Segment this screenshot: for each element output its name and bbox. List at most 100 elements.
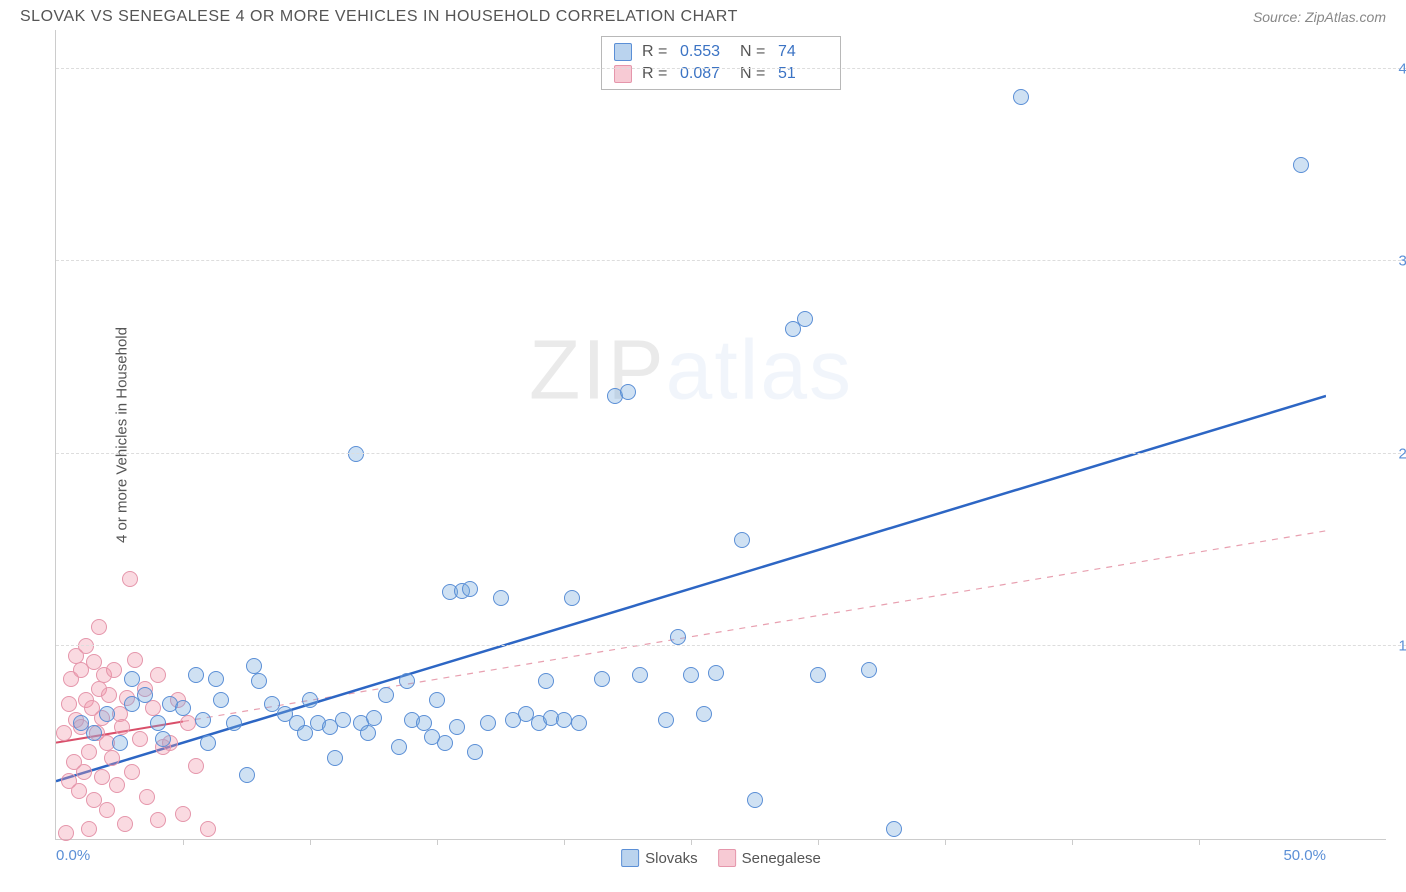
data-point xyxy=(378,687,394,703)
data-point xyxy=(246,658,262,674)
data-point xyxy=(145,700,161,716)
data-point xyxy=(462,581,478,597)
legend-series: Slovaks Senegalese xyxy=(621,849,821,867)
data-point xyxy=(124,764,140,780)
data-point xyxy=(56,725,72,741)
ytick-label: 30.0% xyxy=(1398,253,1406,270)
swatch-slovaks-icon xyxy=(614,43,632,61)
xtick-label: 0.0% xyxy=(56,847,90,864)
data-point xyxy=(91,619,107,635)
data-point xyxy=(226,715,242,731)
data-point xyxy=(302,692,318,708)
data-point xyxy=(251,673,267,689)
data-point xyxy=(886,821,902,837)
data-point xyxy=(188,758,204,774)
stat-label: N = xyxy=(740,43,768,61)
data-point xyxy=(150,715,166,731)
data-point xyxy=(449,719,465,735)
chart-container: 4 or more Vehicles in Household ZIPatlas… xyxy=(55,30,1386,840)
data-point xyxy=(175,806,191,822)
data-point xyxy=(58,825,74,841)
data-point xyxy=(564,590,580,606)
data-point xyxy=(348,446,364,462)
data-point xyxy=(188,667,204,683)
legend-item: Slovaks xyxy=(621,849,698,867)
data-point xyxy=(556,712,572,728)
data-point xyxy=(658,712,674,728)
ytick-label: 20.0% xyxy=(1398,445,1406,462)
xtick-mark xyxy=(818,839,819,845)
data-point xyxy=(797,311,813,327)
xtick-mark xyxy=(1199,839,1200,845)
data-point xyxy=(213,692,229,708)
data-point xyxy=(239,767,255,783)
legend-item: Senegalese xyxy=(718,849,821,867)
data-point xyxy=(139,789,155,805)
swatch-senegalese-icon xyxy=(718,849,736,867)
data-point xyxy=(155,731,171,747)
data-point xyxy=(104,750,120,766)
xtick-mark xyxy=(183,839,184,845)
data-point xyxy=(424,729,440,745)
data-point xyxy=(132,731,148,747)
data-point xyxy=(399,673,415,689)
data-point xyxy=(175,700,191,716)
data-point xyxy=(670,629,686,645)
xtick-mark xyxy=(564,839,565,845)
data-point xyxy=(101,687,117,703)
data-point xyxy=(81,821,97,837)
stat-label: R = xyxy=(642,43,670,61)
data-point xyxy=(114,719,130,735)
data-point xyxy=(180,715,196,731)
data-point xyxy=(327,750,343,766)
xtick-mark xyxy=(310,839,311,845)
data-point xyxy=(632,667,648,683)
watermark: ZIPatlas xyxy=(529,321,853,418)
stat-n-value: 74 xyxy=(778,43,828,61)
source-label: Source: ZipAtlas.com xyxy=(1253,9,1386,25)
xtick-mark xyxy=(691,839,692,845)
data-point xyxy=(112,735,128,751)
data-point xyxy=(861,662,877,678)
data-point xyxy=(124,671,140,687)
data-point xyxy=(94,769,110,785)
legend-stats: R = 0.553 N = 74 R = 0.087 N = 51 xyxy=(601,36,841,90)
xtick-mark xyxy=(1072,839,1073,845)
data-point xyxy=(683,667,699,683)
data-point xyxy=(122,571,138,587)
data-point xyxy=(127,652,143,668)
data-point xyxy=(360,725,376,741)
gridline xyxy=(56,645,1406,646)
data-point xyxy=(76,764,92,780)
data-point xyxy=(810,667,826,683)
ytick-label: 40.0% xyxy=(1398,60,1406,77)
data-point xyxy=(200,821,216,837)
data-point xyxy=(137,687,153,703)
data-point xyxy=(109,777,125,793)
legend-stats-row-b: R = 0.087 N = 51 xyxy=(614,63,828,85)
data-point xyxy=(1293,157,1309,173)
gridline xyxy=(56,453,1406,454)
stat-r-value: 0.553 xyxy=(680,43,730,61)
chart-title: SLOVAK VS SENEGALESE 4 OR MORE VEHICLES … xyxy=(20,8,738,26)
data-point xyxy=(467,744,483,760)
data-point xyxy=(297,725,313,741)
data-point xyxy=(335,712,351,728)
data-point xyxy=(538,673,554,689)
data-point xyxy=(429,692,445,708)
swatch-slovaks-icon xyxy=(621,849,639,867)
data-point xyxy=(696,706,712,722)
data-point xyxy=(195,712,211,728)
data-point xyxy=(71,783,87,799)
ytick-label: 10.0% xyxy=(1398,638,1406,655)
data-point xyxy=(106,662,122,678)
xtick-label: 50.0% xyxy=(1283,847,1326,864)
data-point xyxy=(150,812,166,828)
data-point xyxy=(200,735,216,751)
data-point xyxy=(480,715,496,731)
data-point xyxy=(99,706,115,722)
data-point xyxy=(594,671,610,687)
gridline xyxy=(56,68,1406,69)
gridline xyxy=(56,260,1406,261)
legend-stats-row-a: R = 0.553 N = 74 xyxy=(614,41,828,63)
